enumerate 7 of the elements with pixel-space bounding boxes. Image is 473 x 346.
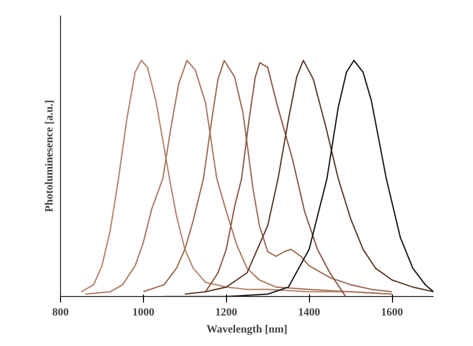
x-tick-label: 1200 [215, 306, 238, 318]
y-axis-title: Photoluminesence [a.u.] [44, 100, 56, 212]
x-tick-label: 1600 [381, 306, 404, 318]
x-tick-label: 800 [52, 306, 70, 318]
x-tick-label: 1400 [298, 306, 321, 318]
x-tick-label: 1000 [132, 306, 155, 318]
x-axis-title: Wavelength [nm] [206, 324, 288, 336]
